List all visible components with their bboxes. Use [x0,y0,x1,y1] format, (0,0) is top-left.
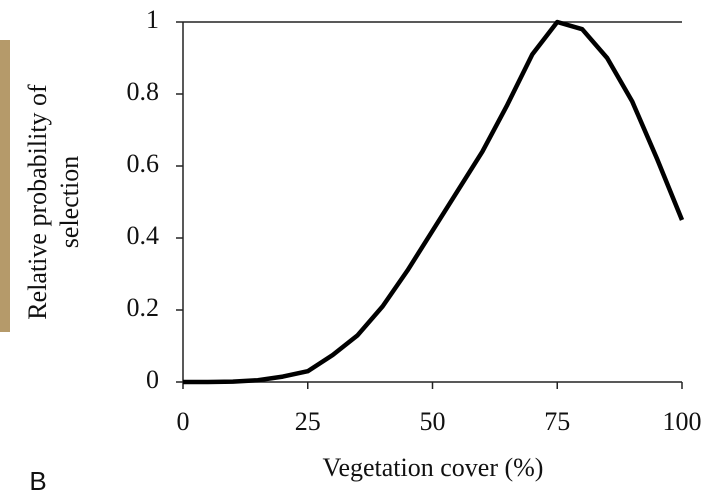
y-tick-label: 0.2 [127,293,160,322]
panel-label: B [29,466,46,496]
x-tick-label: 0 [177,407,190,436]
y-tick-label: 0.6 [127,149,160,178]
line-series [183,19,685,385]
y-axis-label-line: selection [55,156,84,248]
x-tick-label: 75 [544,407,570,436]
x-tick-label: 100 [663,407,702,436]
x-axis-label: Vegetation cover (%) [323,453,544,482]
y-tick-label: 0.4 [127,221,160,250]
photo-fragment [0,40,10,332]
x-tick-label: 50 [420,407,446,436]
y-tick-label: 0 [146,365,159,394]
y-tick-label: 1 [146,5,159,34]
y-tick-label: 0.8 [127,77,160,106]
y-axis-label: Relative probability of selection [23,84,84,320]
x-tick-label: 25 [295,407,321,436]
y-axis-label-line: Relative probability of [23,84,52,320]
